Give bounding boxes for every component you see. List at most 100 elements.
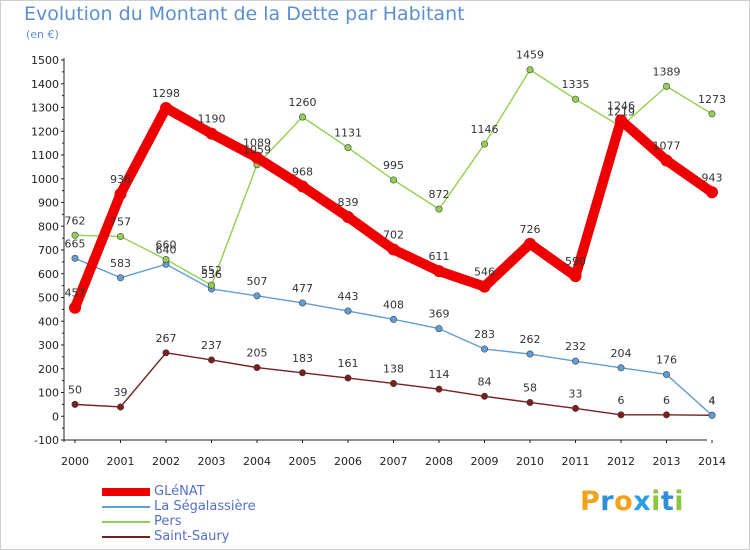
series-point-0 bbox=[251, 151, 263, 164]
data-label-0: 590 bbox=[565, 255, 586, 268]
data-label-2: 1459 bbox=[516, 49, 544, 62]
data-label-1: 507 bbox=[247, 275, 268, 288]
data-label-0: 968 bbox=[292, 165, 313, 178]
data-label-1: 232 bbox=[565, 340, 586, 353]
x-tick-label: 2003 bbox=[198, 455, 226, 468]
data-label-1: 262 bbox=[520, 333, 541, 346]
data-label-0: 726 bbox=[520, 223, 541, 236]
legend-item-0: GLéNAT bbox=[102, 484, 402, 499]
data-label-0: 702 bbox=[383, 229, 404, 242]
data-label-2: 762 bbox=[65, 214, 86, 227]
legend-label-2: Pers bbox=[154, 514, 182, 529]
x-tick-label: 2012 bbox=[607, 455, 635, 468]
y-tick-label: -100 bbox=[34, 434, 59, 447]
series-point-0 bbox=[342, 210, 354, 223]
y-tick-label: 300 bbox=[38, 339, 59, 352]
series-point-0 bbox=[706, 186, 718, 199]
legend-swatch-3 bbox=[102, 536, 150, 538]
x-tick-label: 2004 bbox=[243, 455, 271, 468]
data-label-0: 1089 bbox=[243, 137, 271, 150]
series-point-0 bbox=[615, 114, 627, 127]
chart-legend: GLéNAT La Ségalassière Pers Saint-Saury bbox=[102, 484, 402, 544]
y-tick-label: 1000 bbox=[31, 173, 59, 186]
data-label-0: 611 bbox=[429, 250, 450, 263]
series-line-0 bbox=[70, 102, 717, 313]
series-point-1 bbox=[253, 292, 261, 300]
data-label-2: 1059 bbox=[243, 144, 271, 157]
legend-item-2: Pers bbox=[102, 514, 402, 529]
data-label-1: 408 bbox=[383, 298, 404, 311]
series-point-1 bbox=[526, 350, 534, 358]
x-tick-label: 2013 bbox=[653, 455, 681, 468]
legend-label-1: La Ségalassière bbox=[154, 499, 256, 514]
data-label-0: 546 bbox=[474, 266, 495, 279]
y-tick-label: 1500 bbox=[31, 54, 59, 67]
data-label-2: 872 bbox=[429, 188, 450, 201]
data-label-1: 536 bbox=[201, 268, 222, 281]
data-label-3: 33 bbox=[569, 387, 583, 400]
x-tick-label: 2002 bbox=[152, 455, 180, 468]
series-point-1 bbox=[298, 299, 306, 307]
y-tick-label: 1200 bbox=[31, 125, 59, 138]
data-label-2: 1219 bbox=[607, 106, 635, 119]
series-point-3 bbox=[571, 404, 579, 412]
data-label-2: 1273 bbox=[698, 93, 726, 106]
data-label-2: 552 bbox=[201, 264, 222, 277]
y-tick-label: 200 bbox=[38, 363, 59, 376]
data-label-0: 457 bbox=[65, 287, 86, 300]
series-point-0 bbox=[69, 301, 81, 314]
series-point-2 bbox=[571, 95, 579, 103]
series-point-0 bbox=[569, 270, 582, 283]
data-label-1: 477 bbox=[292, 282, 313, 295]
logo-letter: i bbox=[651, 486, 661, 517]
series-point-1 bbox=[435, 325, 443, 333]
x-tick-label: 2000 bbox=[61, 455, 89, 468]
data-label-3: 161 bbox=[338, 357, 359, 370]
series-point-3 bbox=[208, 356, 216, 364]
legend-item-3: Saint-Saury bbox=[102, 529, 402, 544]
legend-swatch-0 bbox=[102, 488, 150, 496]
series-point-2 bbox=[435, 205, 443, 213]
legend-swatch-2 bbox=[102, 521, 150, 523]
data-label-2: 995 bbox=[383, 159, 404, 172]
series-point-3 bbox=[526, 398, 534, 406]
data-label-3: 4 bbox=[709, 394, 716, 407]
x-tick-label: 2010 bbox=[516, 455, 544, 468]
series-point-3 bbox=[298, 369, 306, 377]
series-point-3 bbox=[662, 411, 670, 419]
data-label-0: 1298 bbox=[152, 87, 180, 100]
logo-letter: o bbox=[614, 486, 634, 517]
series-point-2 bbox=[526, 66, 534, 74]
proxiti-logo: Proxiti bbox=[580, 486, 684, 517]
data-label-1: 176 bbox=[656, 353, 677, 366]
x-tick-label: 2008 bbox=[425, 455, 453, 468]
data-label-3: 39 bbox=[114, 386, 128, 399]
series-point-1 bbox=[117, 274, 125, 282]
data-label-3: 84 bbox=[478, 375, 492, 388]
data-label-1: 369 bbox=[429, 308, 450, 321]
series-point-1 bbox=[389, 315, 397, 323]
chart-subtitle: (en €) bbox=[26, 28, 59, 41]
series-point-3 bbox=[480, 392, 488, 400]
data-label-1: 204 bbox=[611, 347, 632, 360]
y-tick-label: 700 bbox=[38, 244, 59, 257]
data-label-2: 1260 bbox=[289, 96, 317, 109]
data-label-2: 757 bbox=[110, 215, 131, 228]
data-label-0: 1190 bbox=[198, 113, 226, 126]
series-point-2 bbox=[344, 144, 352, 152]
y-tick-label: 800 bbox=[38, 220, 59, 233]
data-label-1: 283 bbox=[474, 328, 495, 341]
legend-item-1: La Ségalassière bbox=[102, 499, 402, 514]
series-point-3 bbox=[117, 403, 125, 411]
y-tick-label: 0 bbox=[52, 410, 59, 423]
data-label-3: 58 bbox=[523, 381, 537, 394]
x-tick-label: 2007 bbox=[380, 455, 408, 468]
x-tick-label: 2011 bbox=[562, 455, 590, 468]
y-tick-label: 1300 bbox=[31, 102, 59, 115]
data-label-3: 6 bbox=[618, 394, 625, 407]
logo-letter: x bbox=[633, 486, 652, 517]
data-label-2: 1146 bbox=[471, 123, 499, 136]
data-label-3: 50 bbox=[68, 383, 82, 396]
series-point-2 bbox=[71, 231, 79, 239]
series-point-1 bbox=[480, 345, 488, 353]
